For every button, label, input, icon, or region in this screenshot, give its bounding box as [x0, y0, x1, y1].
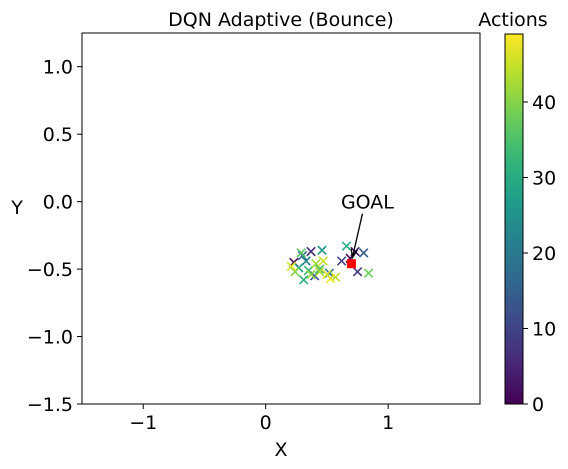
x-tick-label: 0 — [260, 412, 272, 434]
plot-area: −1 0 1 1.0 0.5 0.0 −0.5 −1.0 −1.5 GOAL — [27, 32, 481, 434]
data-point — [286, 261, 297, 272]
data-point — [341, 241, 352, 251]
colorbar-tick-label: 0 — [532, 394, 544, 416]
colorbar: 0 10 20 30 40 — [504, 33, 556, 416]
data-point-stroke — [352, 267, 363, 277]
data-point-stroke — [318, 256, 329, 266]
data-point-stroke — [322, 269, 332, 280]
y-tick-label: 0.0 — [43, 192, 73, 214]
data-point-stroke — [296, 248, 306, 258]
data-point — [336, 256, 347, 266]
colorbar-bar — [504, 33, 524, 405]
colorbar-tick-label: 30 — [532, 167, 556, 189]
data-point-stroke — [298, 275, 309, 285]
data-point — [306, 246, 316, 257]
data-point-stroke — [311, 258, 321, 269]
chart-title: DQN Adaptive (Bounce) — [168, 9, 394, 31]
data-point — [301, 256, 311, 266]
data-point — [314, 267, 325, 277]
y-tick-label: −0.5 — [27, 259, 73, 281]
goal-marker — [346, 259, 356, 269]
y-axis-label: Y — [10, 197, 23, 219]
x-tick-label: 1 — [382, 412, 394, 434]
data-point-stroke — [303, 265, 314, 276]
y-tick-label: 1.0 — [43, 57, 73, 79]
data-point — [311, 258, 321, 269]
data-point-stroke — [301, 256, 311, 266]
data-point — [298, 275, 309, 285]
axes-frame — [81, 32, 481, 405]
colorbar-tick-label: 20 — [532, 243, 556, 265]
data-point-stroke — [297, 250, 308, 261]
data-point — [363, 268, 374, 278]
data-point — [290, 267, 300, 277]
data-point-stroke — [306, 269, 316, 280]
data-point-stroke — [363, 268, 374, 278]
data-point-stroke — [290, 267, 300, 277]
data-point — [322, 269, 332, 280]
colorbar-label: Actions — [478, 9, 547, 31]
data-point — [297, 250, 308, 261]
data-point-stroke — [336, 256, 347, 266]
annotation-arrowhead — [350, 248, 358, 260]
data-point-stroke — [286, 261, 297, 272]
colorbar-tick-label: 40 — [532, 92, 556, 114]
y-tick-label: 0.5 — [43, 124, 73, 146]
data-point-stroke — [317, 245, 327, 255]
y-tick-label: −1.0 — [27, 327, 73, 349]
data-point-stroke — [314, 264, 325, 274]
data-point — [306, 269, 316, 280]
x-tick-label: −1 — [129, 412, 157, 434]
data-point — [296, 248, 306, 258]
data-point-stroke — [358, 248, 369, 258]
data-point-stroke — [341, 241, 352, 251]
colorbar-tick-label: 10 — [532, 318, 556, 340]
data-point — [317, 245, 327, 255]
data-point-stroke — [314, 267, 325, 277]
data-point — [358, 248, 369, 258]
data-point — [352, 267, 363, 277]
x-axis-label: X — [274, 439, 287, 461]
annotation-arrow — [351, 213, 364, 258]
goal-annotation: GOAL — [341, 192, 394, 214]
data-point — [314, 264, 325, 274]
data-point — [318, 256, 329, 266]
y-tick-label: −1.5 — [27, 394, 73, 416]
data-point-stroke — [306, 246, 316, 257]
